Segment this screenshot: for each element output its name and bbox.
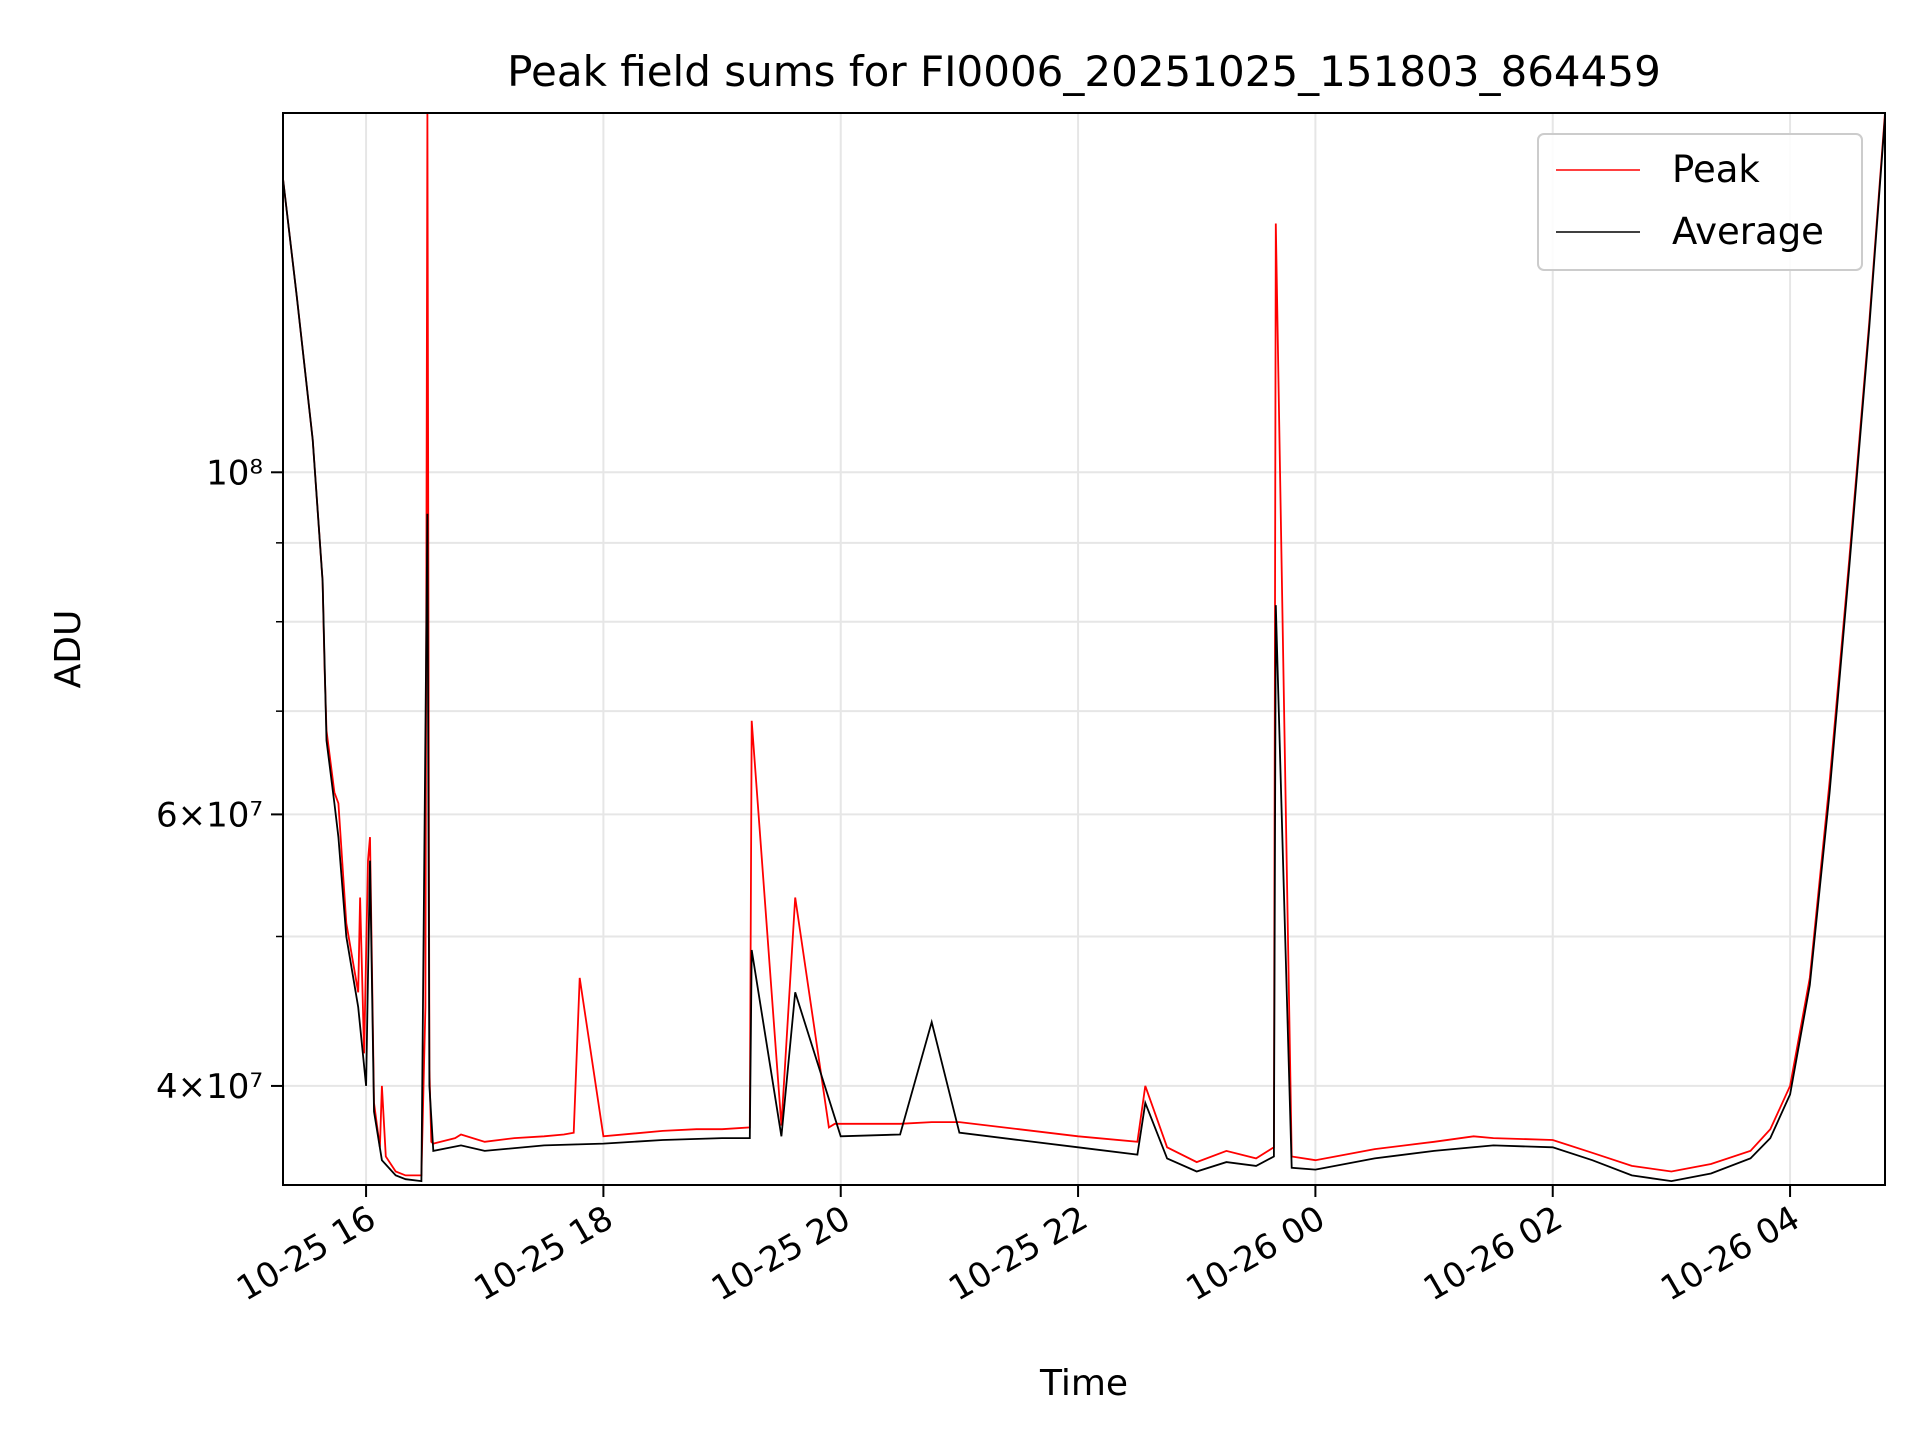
y-tick-label: 10⁸ — [206, 453, 263, 493]
x-axis-label: Time — [1039, 1363, 1128, 1404]
series-line-peak — [283, 113, 1885, 1177]
legend: Peak Average — [1537, 133, 1863, 271]
legend-box — [1537, 133, 1863, 271]
series-layer — [283, 113, 1885, 1183]
y-tick-label: 6×10⁷ — [156, 795, 263, 835]
grid — [283, 113, 1885, 1185]
chart-title: Peak field sums for FI0006_20251025_1518… — [507, 47, 1661, 96]
series-line-average — [283, 116, 1885, 1183]
y-axis-label: ADU — [48, 610, 89, 689]
legend-label-average: Average — [1672, 210, 1824, 253]
y-tick-label: 4×10⁷ — [156, 1067, 263, 1107]
plot-frame — [282, 112, 1886, 1186]
legend-label-peak: Peak — [1672, 148, 1760, 191]
